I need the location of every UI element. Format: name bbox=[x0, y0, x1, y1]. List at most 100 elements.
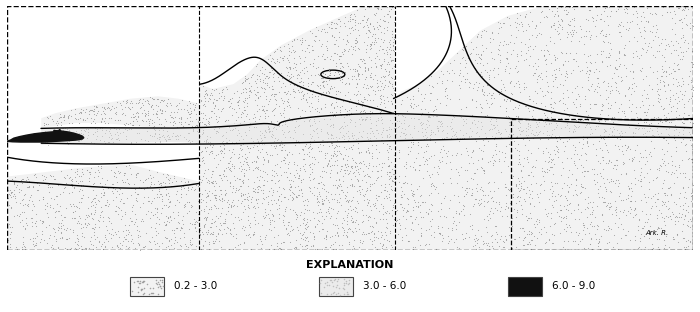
Point bbox=[591, 17, 602, 22]
Point bbox=[288, 56, 299, 61]
Point bbox=[661, 213, 672, 218]
Point bbox=[674, 171, 685, 176]
Point bbox=[341, 33, 352, 38]
Point bbox=[532, 194, 543, 199]
Point bbox=[82, 168, 93, 173]
Point bbox=[357, 100, 368, 105]
Point bbox=[205, 125, 216, 130]
Point bbox=[284, 135, 295, 140]
Point bbox=[372, 77, 383, 82]
Point bbox=[570, 230, 582, 235]
Point bbox=[318, 85, 329, 90]
Point bbox=[390, 131, 401, 136]
Point bbox=[587, 205, 598, 210]
Point bbox=[571, 191, 582, 196]
Point bbox=[79, 222, 90, 227]
Point bbox=[371, 123, 382, 128]
Point bbox=[69, 186, 80, 191]
Point bbox=[341, 280, 352, 285]
Point bbox=[340, 47, 351, 52]
Point bbox=[526, 188, 538, 193]
Point bbox=[384, 195, 395, 200]
Point bbox=[415, 215, 426, 220]
Point bbox=[162, 132, 174, 137]
Point bbox=[685, 134, 696, 139]
Point bbox=[368, 131, 379, 136]
Point bbox=[390, 175, 401, 180]
Point bbox=[624, 198, 635, 203]
Point bbox=[169, 227, 180, 232]
Point bbox=[122, 181, 134, 186]
Point bbox=[105, 133, 116, 138]
Point bbox=[76, 138, 87, 143]
Point bbox=[610, 80, 622, 85]
Point bbox=[153, 194, 164, 199]
Point bbox=[298, 217, 309, 222]
Point bbox=[337, 65, 349, 70]
Point bbox=[542, 83, 554, 88]
Point bbox=[326, 101, 337, 106]
Point bbox=[335, 108, 346, 113]
Point bbox=[352, 73, 363, 78]
Point bbox=[664, 185, 675, 190]
Point bbox=[456, 79, 467, 84]
Point bbox=[424, 129, 435, 134]
Point bbox=[275, 47, 286, 52]
Point bbox=[243, 135, 254, 140]
Point bbox=[142, 98, 153, 103]
Point bbox=[577, 142, 588, 147]
Point bbox=[666, 126, 678, 131]
Point bbox=[325, 132, 336, 137]
Point bbox=[260, 149, 271, 154]
Point bbox=[587, 209, 598, 214]
Point bbox=[336, 224, 347, 229]
Point bbox=[555, 115, 566, 120]
Point bbox=[316, 175, 328, 180]
Point bbox=[224, 98, 235, 103]
Point bbox=[444, 128, 455, 133]
Point bbox=[361, 188, 372, 193]
Point bbox=[306, 243, 317, 248]
Point bbox=[262, 202, 274, 207]
Point bbox=[598, 19, 610, 24]
Point bbox=[191, 123, 202, 128]
Point bbox=[643, 122, 654, 127]
Point bbox=[476, 52, 487, 57]
Point bbox=[228, 197, 239, 202]
Point bbox=[184, 111, 195, 116]
Point bbox=[342, 199, 354, 204]
Point bbox=[292, 171, 303, 176]
Point bbox=[335, 74, 346, 79]
Point bbox=[496, 213, 507, 218]
Point bbox=[671, 77, 682, 82]
Point bbox=[362, 114, 373, 119]
Point bbox=[76, 170, 88, 175]
Point bbox=[408, 115, 419, 120]
Point bbox=[372, 229, 383, 234]
Point bbox=[445, 125, 456, 130]
Point bbox=[337, 133, 349, 138]
Point bbox=[10, 185, 21, 190]
Point bbox=[199, 95, 211, 100]
Point bbox=[377, 86, 388, 91]
Point bbox=[174, 227, 186, 232]
Point bbox=[645, 44, 657, 49]
Point bbox=[674, 163, 685, 168]
Point bbox=[598, 40, 610, 45]
Point bbox=[62, 115, 74, 120]
Point bbox=[450, 236, 461, 241]
Point bbox=[169, 202, 181, 207]
Point bbox=[578, 120, 589, 125]
Point bbox=[173, 137, 184, 142]
Point bbox=[211, 234, 222, 239]
Point bbox=[375, 183, 386, 188]
Point bbox=[219, 192, 230, 197]
Point bbox=[657, 180, 668, 185]
Point bbox=[627, 12, 638, 17]
Point bbox=[673, 129, 685, 134]
Point bbox=[651, 126, 662, 131]
Point bbox=[302, 68, 313, 73]
Point bbox=[470, 197, 482, 202]
Point bbox=[365, 121, 376, 126]
Point bbox=[340, 80, 351, 85]
